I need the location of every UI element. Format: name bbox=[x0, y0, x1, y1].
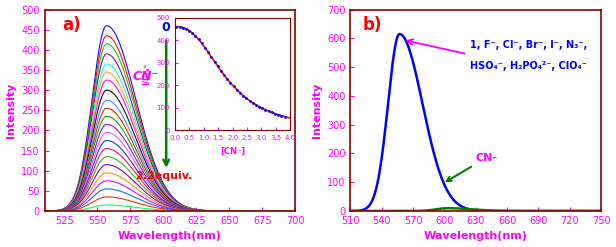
Text: CN⁻: CN⁻ bbox=[132, 70, 158, 83]
X-axis label: Wavelength(nm): Wavelength(nm) bbox=[118, 231, 222, 242]
Text: CN-: CN- bbox=[447, 153, 498, 181]
Text: 2.2equiv.: 2.2equiv. bbox=[135, 171, 192, 181]
Y-axis label: Intensity: Intensity bbox=[312, 82, 322, 138]
Text: 0: 0 bbox=[162, 21, 171, 34]
Text: HSO₄⁻, H₂PO₄²⁻, ClO₄⁻: HSO₄⁻, H₂PO₄²⁻, ClO₄⁻ bbox=[469, 62, 586, 71]
Text: 1, F⁻, Cl⁻, Br⁻, I⁻, N₃⁻,: 1, F⁻, Cl⁻, Br⁻, I⁻, N₃⁻, bbox=[469, 40, 587, 50]
Text: a): a) bbox=[62, 16, 81, 34]
Text: b): b) bbox=[363, 16, 383, 34]
Y-axis label: Intensity: Intensity bbox=[6, 82, 15, 138]
X-axis label: Wavelength(nm): Wavelength(nm) bbox=[424, 231, 528, 242]
